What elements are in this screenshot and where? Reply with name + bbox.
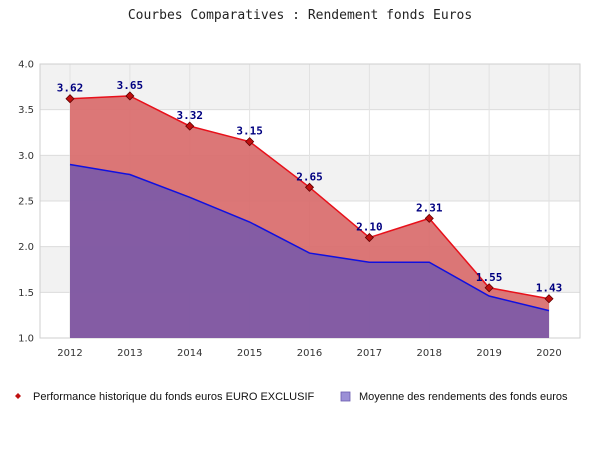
data-point bbox=[364, 232, 374, 243]
chart-title: Courbes Comparatives : Rendement fonds E… bbox=[128, 8, 472, 23]
x-tick-label: 2014 bbox=[177, 348, 202, 359]
y-tick-label: 2.0 bbox=[18, 242, 34, 253]
data-label: 3.32 bbox=[177, 109, 204, 122]
x-tick-label: 2016 bbox=[297, 348, 322, 359]
data-point bbox=[424, 213, 434, 223]
data-point bbox=[544, 294, 554, 304]
legend-marker-series-1 bbox=[15, 393, 21, 399]
legend: Performance historique du fonds euros EU… bbox=[15, 391, 568, 403]
x-tick-label: 2017 bbox=[357, 348, 382, 359]
data-point bbox=[65, 94, 75, 104]
data-label: 3.15 bbox=[236, 125, 263, 138]
x-tick-label: 2019 bbox=[476, 348, 501, 359]
y-tick-label: 1.0 bbox=[18, 334, 34, 345]
x-tick-label: 2012 bbox=[57, 348, 82, 359]
legend-marker-series-2 bbox=[340, 391, 351, 402]
y-tick-label: 3.5 bbox=[18, 105, 34, 116]
data-label: 2.65 bbox=[296, 170, 323, 183]
data-label: 2.31 bbox=[416, 201, 443, 214]
y-tick-label: 2.5 bbox=[18, 197, 34, 208]
area-series-2 bbox=[70, 164, 549, 338]
y-tick-label: 1.5 bbox=[18, 288, 34, 299]
plot-area: 1.0 1.5 2.0 2.5 3.0 3.5 4.0 3.62 3.65 3.32 3.15 2.6… bbox=[18, 60, 581, 359]
data-point bbox=[245, 137, 255, 147]
data-label: 1.55 bbox=[476, 271, 503, 284]
legend-label-series-1: Performance historique du fonds euros EU… bbox=[33, 391, 315, 403]
data-label: 1.43 bbox=[536, 282, 563, 295]
data-label: 3.62 bbox=[57, 82, 84, 95]
line-series-2 bbox=[69, 163, 550, 312]
x-tick-label: 2018 bbox=[417, 348, 442, 359]
y-tick-label: 4.0 bbox=[18, 60, 34, 71]
x-tick-label: 2013 bbox=[117, 348, 142, 359]
legend-label-series-2: Moyenne des rendements des fonds euros bbox=[359, 391, 568, 403]
data-label: 3.65 bbox=[117, 79, 144, 92]
data-point bbox=[125, 91, 135, 101]
data-point bbox=[185, 121, 195, 131]
y-tick-label: 3.0 bbox=[18, 151, 34, 162]
data-point bbox=[304, 182, 315, 192]
x-tick-label: 2015 bbox=[237, 348, 262, 359]
x-tick-label: 2020 bbox=[536, 348, 561, 359]
data-label: 2.10 bbox=[356, 221, 383, 234]
data-point bbox=[484, 283, 494, 293]
